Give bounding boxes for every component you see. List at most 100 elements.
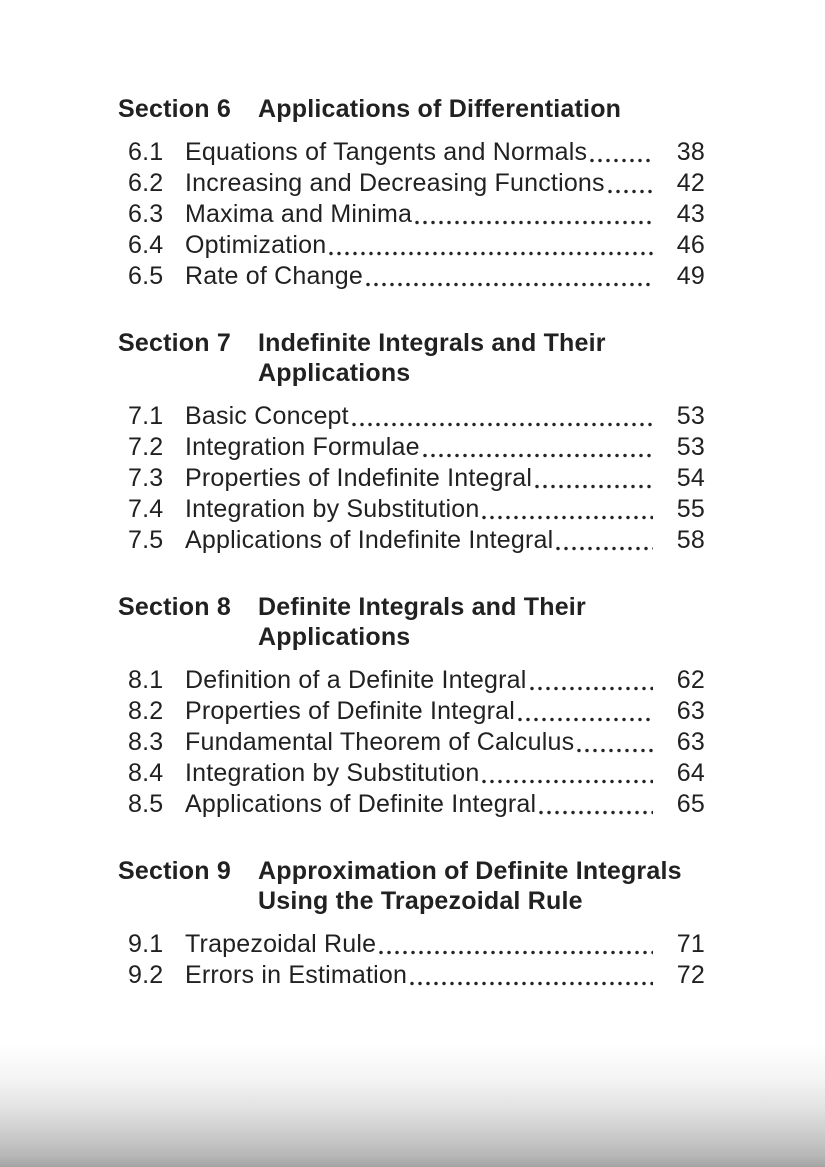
entry-title: Integration by Substitution	[185, 495, 480, 523]
entries-list: 6.1 Equations of Tangents and Normals 38…	[118, 137, 705, 292]
entry-title: Fundamental Theorem of Calculus	[185, 728, 575, 756]
toc-entry: 8.1 Definition of a Definite Integral 62	[118, 665, 705, 696]
entry-page-number: 43	[676, 200, 705, 228]
entry-page-number: 53	[676, 433, 705, 461]
dot-leader	[422, 452, 653, 459]
entry-page-number: 54	[676, 464, 705, 492]
entry-page-number: 63	[676, 697, 705, 725]
entry-number: 7.2	[128, 433, 164, 461]
entry-number: 6.4	[128, 231, 164, 259]
entry-title: Optimization	[185, 231, 327, 259]
toc-section: Section 8 Definite Integrals and Their A…	[118, 592, 705, 820]
entry-title: Errors in Estimation	[185, 961, 408, 989]
entry-number: 6.5	[128, 262, 164, 290]
toc-entry: 6.3 Maxima and Minima 43	[118, 199, 705, 230]
entry-number: 9.2	[128, 961, 164, 989]
entry-title: Applications of Indefinite Integral	[185, 526, 554, 554]
entry-number: 6.3	[128, 200, 164, 228]
dot-leader	[590, 157, 653, 164]
entry-title: Integration by Substitution	[185, 759, 480, 787]
entry-page-number: 53	[676, 402, 705, 430]
section-title: Indefinite Integrals and Their Applicati…	[258, 329, 606, 387]
entry-page-number: 49	[676, 262, 705, 290]
toc-entry: 6.1 Equations of Tangents and Normals 38	[118, 137, 705, 168]
table-of-contents: Section 6 Applications of Differentiatio…	[118, 94, 705, 991]
entry-page-number: 71	[676, 930, 705, 958]
entry-title: Integration Formulae	[185, 433, 420, 461]
dot-leader	[415, 219, 653, 226]
dot-leader	[365, 281, 653, 288]
page-scan-shadow	[0, 1045, 825, 1167]
entry-number: 8.4	[128, 759, 164, 787]
entry-title: Properties of Indefinite Integral	[185, 464, 533, 492]
entry-page-number: 63	[676, 728, 705, 756]
entry-page-number: 64	[676, 759, 705, 787]
entry-number: 6.1	[128, 138, 164, 166]
entry-number: 7.1	[128, 402, 164, 430]
dot-leader	[329, 250, 653, 257]
section-title: Definite Integrals and Their Application…	[258, 593, 586, 651]
dot-leader	[607, 188, 653, 195]
entry-page-number: 38	[676, 138, 705, 166]
entry-number: 8.3	[128, 728, 164, 756]
entry-page-number: 42	[676, 169, 705, 197]
entry-page-number: 55	[676, 495, 705, 523]
entry-number: 7.4	[128, 495, 164, 523]
toc-entry: 7.2 Integration Formulae 53	[118, 432, 705, 463]
entry-title: Basic Concept	[185, 402, 349, 430]
toc-entry: 7.5 Applications of Indefinite Integral …	[118, 525, 705, 556]
toc-entry: 7.1 Basic Concept 53	[118, 401, 705, 432]
entry-title: Increasing and Decreasing Functions	[185, 169, 605, 197]
toc-section: Section 6 Applications of Differentiatio…	[118, 94, 705, 292]
entry-title: Definition of a Definite Integral	[185, 666, 527, 694]
dot-leader	[482, 778, 653, 785]
entry-title: Rate of Change	[185, 262, 363, 290]
section-label: Section 9	[118, 857, 231, 885]
toc-entry: 7.3 Properties of Indefinite Integral 54	[118, 463, 705, 494]
entry-title: Maxima and Minima	[185, 200, 413, 228]
toc-entry: 6.2 Increasing and Decreasing Functions …	[118, 168, 705, 199]
toc-section: Section 9 Approximation of Definite Inte…	[118, 856, 705, 991]
toc-entry: 6.5 Rate of Change 49	[118, 261, 705, 292]
toc-section: Section 7 Indefinite Integrals and Their…	[118, 328, 705, 556]
entry-number: 8.1	[128, 666, 164, 694]
dot-leader	[379, 949, 653, 956]
entry-number: 8.2	[128, 697, 164, 725]
section-title: Approximation of Definite Integrals Usin…	[258, 857, 682, 915]
entry-number: 6.2	[128, 169, 164, 197]
entry-title: Applications of Definite Integral	[185, 790, 537, 818]
entries-list: 9.1 Trapezoidal Rule 71 9.2 Errors in Es…	[118, 929, 705, 991]
toc-entry: 7.4 Integration by Substitution 55	[118, 494, 705, 525]
section-title: Applications of Differentiation	[258, 95, 622, 123]
entry-number: 9.1	[128, 930, 164, 958]
toc-entry: 8.5 Applications of Definite Integral 65	[118, 789, 705, 820]
section-label: Section 7	[118, 329, 231, 357]
dot-leader	[529, 685, 653, 692]
section-heading: Section 9 Approximation of Definite Inte…	[118, 856, 705, 916]
entry-title: Properties of Definite Integral	[185, 697, 515, 725]
section-heading: Section 8 Definite Integrals and Their A…	[118, 592, 705, 652]
section-heading: Section 7 Indefinite Integrals and Their…	[118, 328, 705, 388]
entry-number: 7.5	[128, 526, 164, 554]
dot-leader	[410, 980, 653, 987]
dot-leader	[535, 483, 653, 490]
entry-title: Trapezoidal Rule	[185, 930, 377, 958]
toc-entry: 9.2 Errors in Estimation 72	[118, 960, 705, 991]
toc-entry: 9.1 Trapezoidal Rule 71	[118, 929, 705, 960]
section-heading: Section 6 Applications of Differentiatio…	[118, 94, 705, 124]
entry-number: 7.3	[128, 464, 164, 492]
toc-entry: 8.4 Integration by Substitution 64	[118, 758, 705, 789]
entry-page-number: 46	[676, 231, 705, 259]
toc-entry: 6.4 Optimization 46	[118, 230, 705, 261]
section-label: Section 8	[118, 593, 231, 621]
entry-page-number: 58	[676, 526, 705, 554]
entry-title: Equations of Tangents and Normals	[185, 138, 588, 166]
toc-entry: 8.2 Properties of Definite Integral 63	[118, 696, 705, 727]
entry-page-number: 72	[676, 961, 705, 989]
entry-page-number: 62	[676, 666, 705, 694]
entries-list: 8.1 Definition of a Definite Integral 62…	[118, 665, 705, 820]
dot-leader	[556, 545, 653, 552]
dot-leader	[351, 421, 653, 428]
entries-list: 7.1 Basic Concept 53 7.2 Integration For…	[118, 401, 705, 556]
